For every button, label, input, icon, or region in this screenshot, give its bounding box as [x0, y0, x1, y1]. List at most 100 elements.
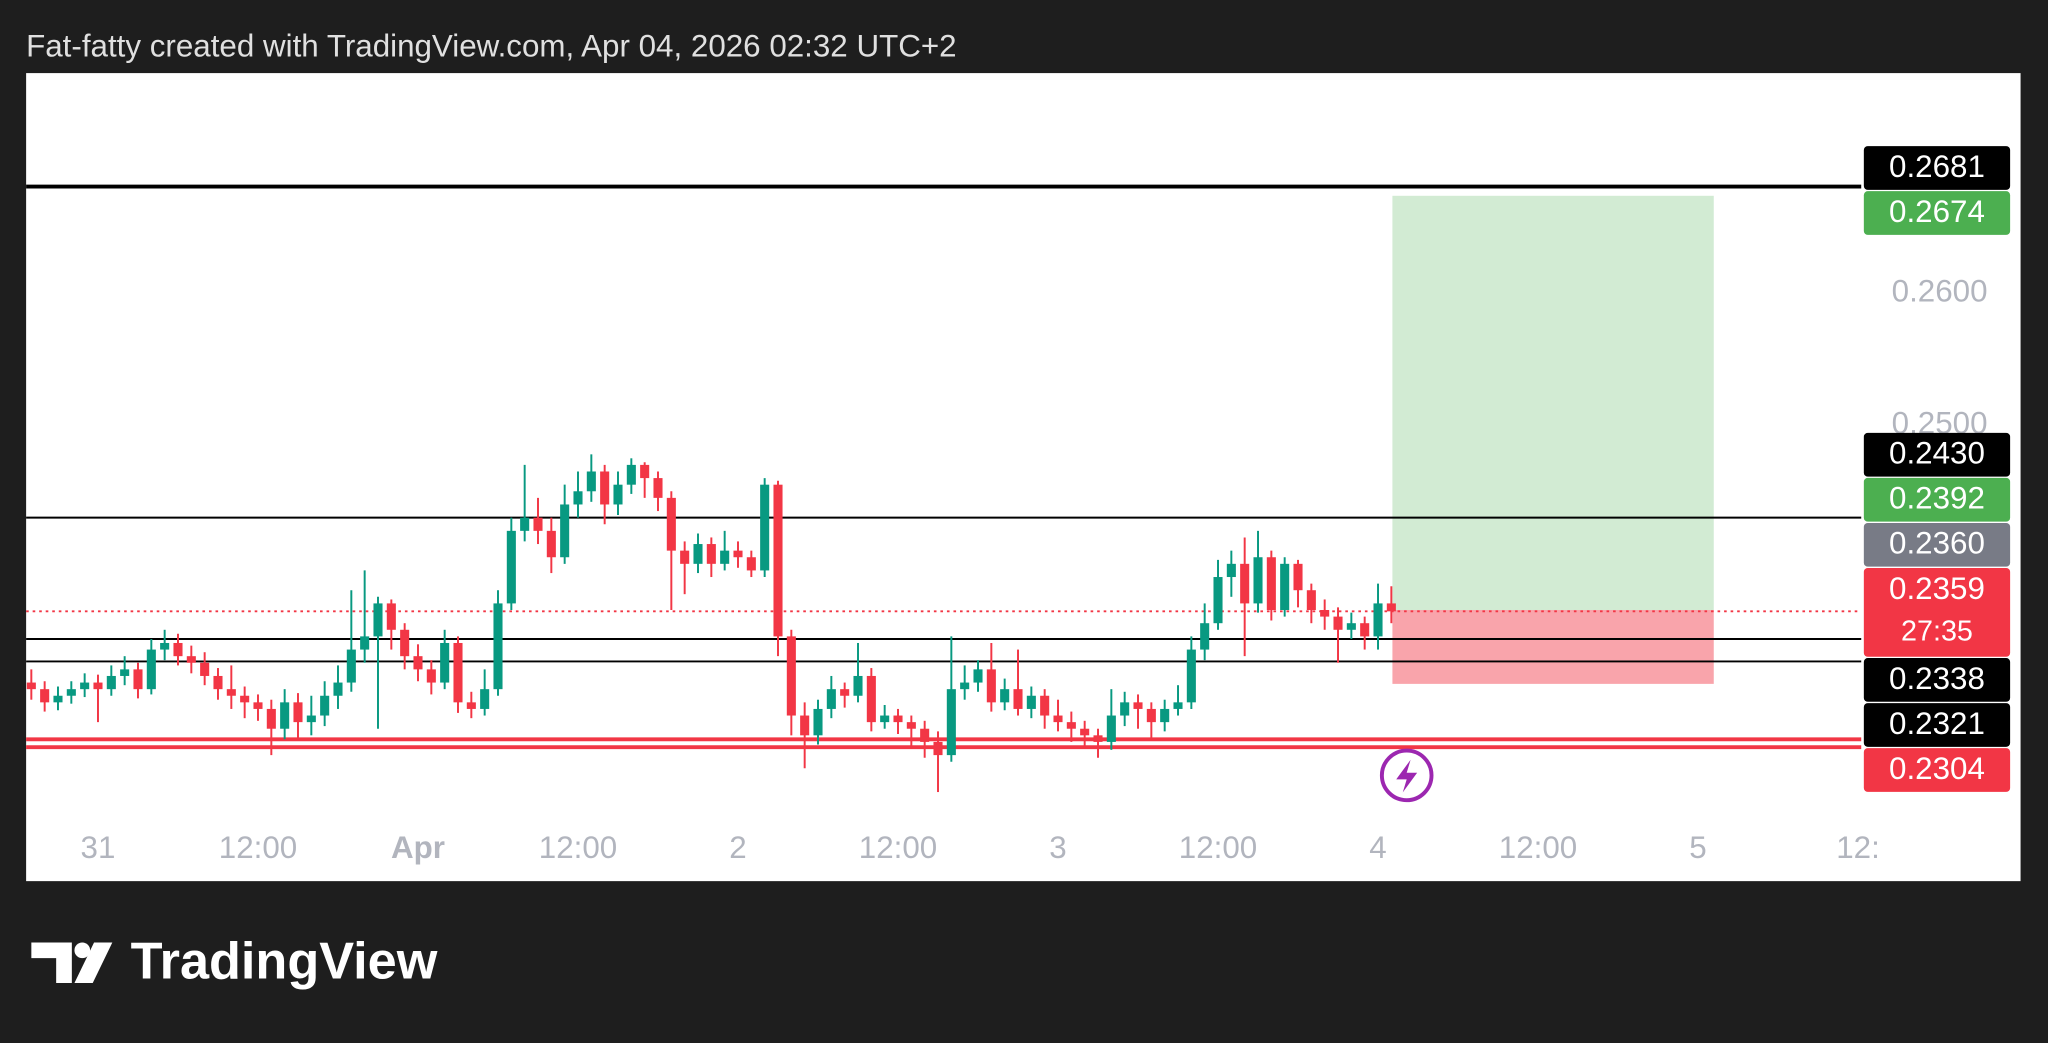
candle-body [133, 669, 143, 690]
x-tick-label: 12:00 [859, 830, 937, 865]
candle-body [1186, 649, 1196, 703]
price-label: 0.2360 [1889, 526, 1985, 561]
candle-body [240, 695, 250, 703]
candle-body [66, 689, 76, 696]
candle-body [960, 682, 970, 690]
alert-icon [1379, 748, 1434, 803]
x-tick-label: 12:00 [219, 830, 297, 865]
price-label-box [1863, 703, 2011, 747]
candle-body [1120, 702, 1130, 716]
candle-body [813, 708, 823, 736]
candle-body [666, 497, 676, 551]
price-label: 0.2681 [1889, 149, 1985, 184]
plot: 31 12:00 Apr 12:00 2 12:00 3 12:00 4 12:00 5 12: 0.2… [26, 184, 1988, 865]
candle-body [720, 550, 730, 564]
candle-body [1333, 616, 1343, 630]
candle-body [373, 603, 383, 637]
candle-body [573, 491, 583, 505]
candle-body [506, 530, 516, 604]
candle-body [786, 636, 796, 716]
candle-body [1200, 623, 1210, 650]
candle-body [880, 715, 890, 723]
candle-body [826, 689, 836, 709]
candle-body [1160, 708, 1170, 723]
chart-panel [26, 73, 2021, 882]
footer-logo: TradingView [31, 932, 438, 990]
candle-body [1320, 610, 1330, 617]
candle-body [1360, 623, 1370, 637]
candle-body [280, 702, 290, 729]
price-label: 0.2321 [1889, 706, 1985, 741]
candle-body [533, 517, 543, 531]
candle-body [1373, 603, 1383, 637]
candle-body [386, 603, 396, 630]
price-label: 0.2392 [1889, 481, 1985, 516]
candle-body [1266, 557, 1276, 611]
candle-body [40, 689, 50, 703]
candle-body [773, 484, 783, 637]
price-label-box [1863, 477, 2011, 522]
candle-body [1013, 689, 1023, 709]
candle-body [413, 656, 423, 670]
candle-body [266, 708, 276, 729]
candle-body [146, 649, 156, 690]
x-tick-label: 3 [1049, 830, 1066, 865]
target-zone [1392, 195, 1714, 611]
candle-body [360, 636, 370, 650]
candle-body [1306, 590, 1316, 611]
price-label: 0.2304 [1889, 751, 1985, 786]
candle-body [1026, 695, 1036, 709]
candle-body [906, 722, 916, 729]
candle-body [200, 662, 210, 676]
candle-body [600, 471, 610, 505]
candle-body [426, 669, 436, 683]
candle-body [1053, 715, 1063, 723]
candle-body [333, 682, 343, 696]
candle-body [546, 530, 556, 558]
candle-body [53, 695, 63, 703]
price-label: 0.2430 [1889, 436, 1985, 471]
candle-body [800, 715, 810, 736]
candle-body [866, 675, 876, 723]
candle-body [653, 478, 663, 498]
x-tick-label: 12:00 [539, 830, 617, 865]
candle-body [626, 464, 636, 485]
candle-body [586, 471, 596, 492]
price-label-box [1863, 658, 2011, 702]
candle-body [346, 649, 356, 683]
candle-body [706, 544, 716, 564]
price-label-box [1863, 522, 2011, 567]
candle-body [26, 682, 36, 690]
candle-body [1280, 563, 1290, 611]
candle-body [1173, 702, 1183, 709]
candle-body [1386, 603, 1396, 612]
candle-body [1080, 728, 1090, 736]
candle-body [520, 517, 530, 531]
candle-body [306, 715, 316, 723]
y-tick-label: 0.2600 [1892, 274, 1988, 309]
candle-body [213, 675, 223, 690]
candle-body [1293, 563, 1303, 591]
x-tick-label: 5 [1689, 830, 1706, 865]
candle-body [173, 642, 183, 657]
candle-body [893, 715, 903, 723]
candle-body [1226, 563, 1236, 578]
candle-body [733, 550, 743, 558]
price-label: 0.2674 [1889, 194, 1985, 229]
candle-body [853, 675, 863, 696]
candle-body [946, 689, 956, 756]
price-label-box [1863, 748, 2011, 792]
candle-body [746, 557, 756, 571]
candle-body [1066, 722, 1076, 729]
price-label-box [1863, 146, 2011, 190]
candle-body [973, 669, 983, 683]
candle-body [1240, 563, 1250, 604]
candle-body [986, 669, 996, 703]
candle-body [1253, 557, 1263, 604]
candle-body [186, 656, 196, 663]
candle-body [320, 695, 330, 716]
candle-body [1213, 577, 1223, 624]
x-tick-label: 12:00 [1499, 830, 1577, 865]
